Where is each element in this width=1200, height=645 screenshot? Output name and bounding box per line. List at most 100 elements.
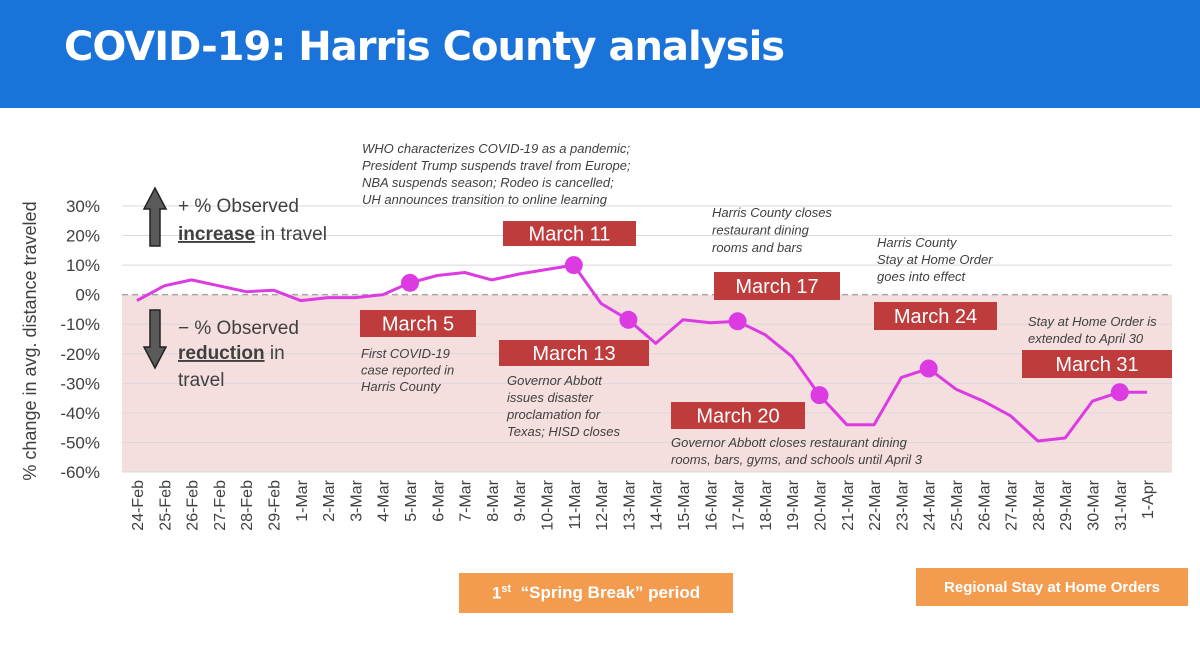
milestone-annotation-text: Stay at Home Order is [1028, 314, 1157, 329]
milestone-date-label: March 11 [529, 224, 611, 246]
milestone-date-box [503, 221, 636, 246]
x-tick-label: 25-Feb [157, 480, 174, 531]
milestone-date-label: March 17 [735, 276, 818, 298]
milestone-date-label: March 13 [532, 343, 615, 365]
page-title: COVID-19: Harris County analysis [64, 24, 785, 70]
x-tick-label: 20-Mar [813, 479, 830, 530]
x-tick-label: 4-Mar [376, 479, 393, 521]
y-tick-label: -60% [60, 463, 100, 482]
milestone-marker [619, 310, 638, 329]
milestone-annotation-text: Texas; HISD closes [507, 424, 620, 439]
x-tick-label: 8-Mar [485, 479, 502, 521]
series-line [136, 263, 1148, 443]
x-tick-label: 30-Mar [1086, 479, 1103, 530]
milestone-date-box [714, 272, 840, 300]
x-tick-label: 29-Feb [267, 480, 284, 531]
x-tick-label: 24-Feb [130, 480, 147, 531]
x-tick-label: 14-Mar [649, 479, 666, 530]
milestone-annotation-text: President Trump suspends travel from Eur… [362, 158, 631, 173]
x-tick-label: 12-Mar [594, 479, 611, 530]
y-tick-label: -50% [60, 433, 100, 452]
x-tick-label: 16-Mar [703, 479, 720, 530]
increase-arrow-icon [142, 186, 168, 247]
x-tick-label: 19-Mar [785, 479, 802, 530]
milestone-date-label: March 24 [894, 306, 977, 328]
x-tick-label: 29-Mar [1058, 479, 1075, 530]
x-tick-label: 1-Apr [1140, 479, 1157, 519]
x-tick-label: 3-Mar [348, 479, 365, 521]
milestone-annotation-text: restaurant dining [712, 223, 810, 238]
x-tick-label: 22-Mar [867, 479, 884, 530]
milestone-annotation-text: case reported in [361, 363, 454, 378]
y-tick-label: 0% [75, 286, 100, 305]
milestone-annotation-text: Governor Abbott closes restaurant dining [671, 435, 908, 450]
legend-increase-line1: + % Observed [178, 196, 299, 217]
legend-reduction-line1: − % Observed [178, 318, 299, 339]
decrease-arrow-icon [142, 309, 168, 370]
x-tick-label: 1-Mar [294, 479, 311, 521]
milestone-date-box [499, 340, 649, 366]
x-tick-label: 7-Mar [458, 479, 475, 521]
milestone-date-box [671, 402, 805, 429]
x-tick-label: 6-Mar [430, 479, 447, 521]
milestone-annotation-text: WHO characterizes COVID-19 as a pandemic… [362, 141, 630, 156]
milestone-annotation-text: First COVID-19 [361, 346, 450, 361]
y-tick-label: 30% [66, 197, 100, 216]
x-tick-label: 11-Mar [567, 479, 584, 529]
y-tick-label: -10% [60, 315, 100, 334]
x-tick-label: 9-Mar [512, 479, 529, 521]
milestone-date-box [874, 302, 997, 330]
distance-traveled-chart: 30% 20% 10% 0% -10% -20% -30% -40% -50% -60% % cha… [20, 141, 1172, 531]
y-tick-label: -20% [60, 345, 100, 364]
x-tick-label: 5-Mar [403, 479, 420, 521]
x-tick-label: 17-Mar [731, 479, 748, 530]
x-tick-label: 27-Mar [1004, 479, 1021, 530]
milestone-marker [810, 386, 829, 405]
x-tick-label: 25-Mar [949, 479, 966, 530]
milestone-marker [728, 312, 747, 331]
y-tick-label: 20% [66, 227, 100, 246]
x-tick-label: 18-Mar [758, 479, 775, 530]
milestone-annotation-text: Harris County closes [712, 205, 832, 220]
milestone-date-box [360, 310, 476, 337]
x-tick-label: 28-Mar [1031, 479, 1048, 530]
milestone-annotation-text: Stay at Home Order [877, 252, 993, 267]
milestone-annotation-text: NBA suspends season; Rodeo is cancelled; [362, 175, 614, 190]
milestone-annotation-text: extended to April 30 [1028, 331, 1144, 346]
milestone-annotation-text: UH announces transition to online learni… [362, 192, 608, 207]
milestone-marker [564, 256, 583, 275]
milestone-date-label: March 5 [382, 314, 454, 336]
x-tick-label: 26-Mar [976, 479, 993, 530]
milestone-date-label: March 31 [1055, 354, 1138, 376]
milestone-annotation-text: Harris County [361, 379, 442, 394]
stay-home-period-label: Regional Stay at Home Orders [916, 568, 1188, 606]
milestone-marker [401, 273, 419, 292]
spring-break-ordinal: 1st [491, 582, 512, 603]
milestone-annotation-text: issues disaster [507, 390, 594, 405]
y-axis-label: % change in avg. distance traveled [20, 201, 40, 480]
x-tick-label: 31-Mar [1113, 479, 1130, 530]
y-tick-label: -30% [60, 374, 100, 393]
milestone-date-label: March 20 [696, 406, 779, 428]
milestone-annotation-text: rooms, bars, gyms, and schools until Apr… [671, 452, 923, 467]
milestone-annotation-text: Harris County [877, 235, 958, 250]
x-tick-label: 15-Mar [676, 479, 693, 530]
y-tick-label: 10% [66, 256, 100, 275]
milestone-annotation-text: proclamation for [506, 407, 601, 422]
x-tick-label: 13-Mar [621, 479, 638, 530]
milestone-annotation-text: Governor Abbott [507, 373, 603, 388]
legend-reduction-line3: travel [178, 370, 224, 391]
x-tick-label: 21-Mar [840, 479, 857, 530]
spring-break-text: “Spring Break” period [520, 583, 701, 602]
milestone-annotation-text: rooms and bars [712, 240, 803, 255]
x-tick-label: 28-Feb [239, 480, 256, 531]
title-banner: COVID-19: Harris County analysis [0, 0, 1200, 108]
legend-increase-line2: increase in travel [178, 224, 327, 245]
milestone-marker [919, 359, 938, 378]
x-tick-label: 26-Feb [185, 480, 202, 531]
x-tick-label: 23-Mar [894, 479, 911, 530]
milestone-annotation-text: goes into effect [877, 269, 967, 284]
y-tick-label: -40% [60, 404, 100, 423]
spring-break-period-label: 1st “Spring Break” period [459, 573, 733, 613]
legend-reduction-line2: reduction in [178, 343, 285, 364]
